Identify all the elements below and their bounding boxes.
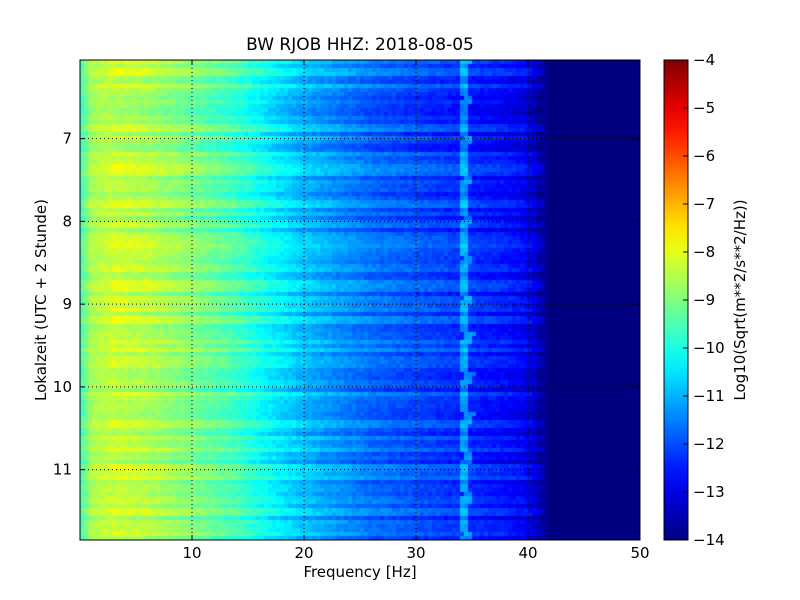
colorbar-tick-label: −7 <box>693 195 715 213</box>
x-tick-label: 50 <box>630 544 649 562</box>
colorbar-tick-label: −11 <box>693 387 725 405</box>
colorbar-label: Log10(Sqrt(m**2/s**2/Hz)) <box>731 199 749 400</box>
colorbar-tick-label: −14 <box>693 531 725 549</box>
x-tick-label: 30 <box>406 544 425 562</box>
colorbar-tick-label: −12 <box>693 435 725 453</box>
y-tick-label: 10 <box>53 378 72 396</box>
colorbar-tick-label: −8 <box>693 243 715 261</box>
y-tick-label: 11 <box>53 461 72 479</box>
plot-frame <box>79 59 641 541</box>
x-tick-label: 10 <box>182 544 201 562</box>
x-tick-label: 40 <box>518 544 537 562</box>
colorbar-tick-label: −9 <box>693 291 715 309</box>
y-axis-label: Lokalzeit (UTC + 2 Stunde) <box>32 199 50 401</box>
y-tick-label: 9 <box>62 295 72 313</box>
heatmap-plot-area <box>80 60 640 540</box>
chart-title: BW RJOB HHZ: 2018-08-05 <box>246 35 474 55</box>
colorbar-ticks: −4 −5 −6 −7 −8 −9 −10 −11 −12 −13 −14 <box>683 51 725 549</box>
colorbar-tick-label: −13 <box>693 483 725 501</box>
y-axis-ticks: 7 8 9 10 11 <box>53 130 640 479</box>
heatmap-image <box>80 60 640 540</box>
x-axis-ticks: 10 20 30 40 50 <box>182 60 650 562</box>
colorbar-tick-label: −5 <box>693 99 715 117</box>
colorbar-tick-label: −4 <box>693 51 715 69</box>
colorbar-tick-label: −6 <box>693 147 715 165</box>
y-tick-label: 8 <box>62 212 72 230</box>
x-tick-label: 20 <box>294 544 313 562</box>
colorbar-tick-label: −10 <box>693 339 725 357</box>
x-axis-label: Frequency [Hz] <box>303 563 416 581</box>
y-tick-label: 7 <box>62 130 72 148</box>
grid-lines <box>80 60 640 540</box>
